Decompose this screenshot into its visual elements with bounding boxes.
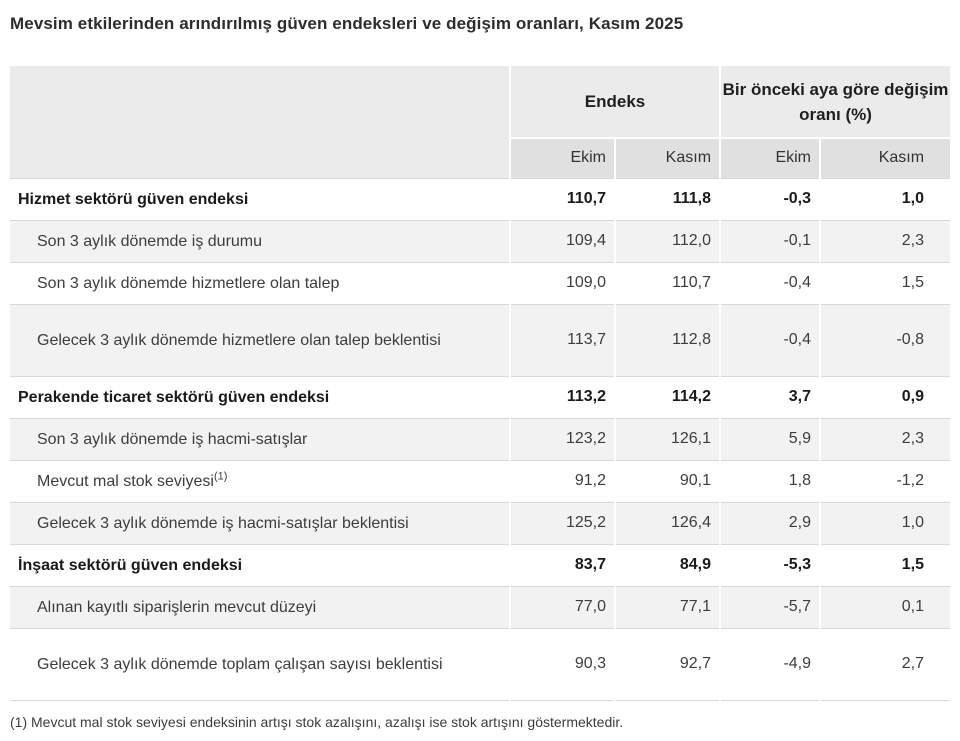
value-cell: 110,7 xyxy=(509,177,615,220)
footnote: (1) Mevcut mal stok seviyesi endeksinin … xyxy=(10,713,624,730)
table-row: Son 3 aylık dönemde hizmetlere olan tale… xyxy=(10,261,951,304)
value-cell: 83,7 xyxy=(509,543,615,586)
row-label: İnşaat sektörü güven endeksi xyxy=(10,543,510,586)
page-title: Mevsim etkilerinden arındırılmış güven e… xyxy=(10,14,684,33)
value-cell: 5,9 xyxy=(719,417,821,460)
table-body: Hizmet sektörü güven endeksi 110,7 111,8 -0… xyxy=(10,177,951,701)
value-cell: -0,4 xyxy=(719,303,821,376)
row-label: Mevcut mal stok seviyesi(1) xyxy=(10,459,510,502)
value-cell: 0,1 xyxy=(819,585,951,628)
value-cell: 126,4 xyxy=(613,501,721,544)
value-cell: 90,3 xyxy=(509,627,615,701)
value-cell: 90,1 xyxy=(613,459,721,502)
value-cell: 2,9 xyxy=(719,501,821,544)
value-cell: -0,4 xyxy=(719,261,821,304)
table-row: Hizmet sektörü güven endeksi 110,7 111,8 -0… xyxy=(10,177,951,220)
row-label: Son 3 aylık dönemde iş hacmi-satışlar xyxy=(10,417,510,460)
table-row: Mevcut mal stok seviyesi(1) 91,2 90,1 1,8 -1… xyxy=(10,459,951,502)
table-row: Perakende ticaret sektörü güven endeksi 1… xyxy=(10,375,951,418)
value-cell: 91,2 xyxy=(509,459,615,502)
value-cell: 109,0 xyxy=(509,261,615,304)
value-cell: 1,5 xyxy=(819,261,951,304)
header-month-row: Ekim Kasım Ekim Kasım xyxy=(10,137,951,178)
row-label: Son 3 aylık dönemde iş durumu xyxy=(10,219,510,262)
table-row: Son 3 aylık dönemde iş durumu 109,4 112,0-… xyxy=(10,219,951,262)
value-cell: 114,2 xyxy=(613,375,721,418)
value-cell: 0,9 xyxy=(819,375,951,418)
value-cell: 110,7 xyxy=(613,261,721,304)
table-row: Gelecek 3 aylık dönemde toplam çalışan s… xyxy=(10,627,951,701)
footnote-marker: (1) xyxy=(213,470,228,483)
confidence-index-table: Endeks Bir önceki aya göre değişim oranı… xyxy=(10,66,951,701)
value-cell: 125,2 xyxy=(509,501,615,544)
header-group-endeks: Endeks xyxy=(508,66,721,138)
value-cell: 113,7 xyxy=(509,303,615,376)
value-cell: -0,1 xyxy=(719,219,821,262)
value-cell: 1,0 xyxy=(819,501,951,544)
value-cell: 109,4 xyxy=(509,219,615,262)
value-cell: 1,0 xyxy=(819,177,951,220)
header-change-kasim: Kasım xyxy=(819,137,951,178)
value-cell: -0,3 xyxy=(719,177,821,220)
table-row: Gelecek 3 aylık dönemde iş hacmi-satışla… xyxy=(10,501,951,544)
value-cell: 77,1 xyxy=(613,585,721,628)
value-cell: 1,5 xyxy=(819,543,951,586)
value-cell: 2,3 xyxy=(819,219,951,262)
header-group-row: Endeks Bir önceki aya göre değişim oranı… xyxy=(10,66,951,178)
value-cell: -5,3 xyxy=(719,543,821,586)
header-change-ekim: Ekim xyxy=(719,137,821,178)
value-cell: 112,8 xyxy=(613,303,721,376)
row-label: Alınan kayıtlı siparişlerin mevcut düzey… xyxy=(10,585,510,628)
page: Mevsim etkilerinden arındırılmış güven e… xyxy=(0,14,960,741)
row-label: Son 3 aylık dönemde hizmetlere olan tale… xyxy=(10,261,510,304)
row-label: Gelecek 3 aylık dönemde hizmetlere olan … xyxy=(10,303,510,376)
value-cell: 111,8 xyxy=(613,177,721,220)
value-cell: -1,2 xyxy=(819,459,951,502)
table-row: Gelecek 3 aylık dönemde hizmetlere olan … xyxy=(10,303,951,376)
value-cell: 1,8 xyxy=(719,459,821,502)
table-row: Son 3 aylık dönemde iş hacmi-satışlar 123… xyxy=(10,417,951,460)
header-corner-cell xyxy=(10,66,510,178)
value-cell: 92,7 xyxy=(613,627,721,701)
value-cell: 3,7 xyxy=(719,375,821,418)
table-row: İnşaat sektörü güven endeksi 83,7 84,9 -5,3… xyxy=(10,543,951,586)
value-cell: 126,1 xyxy=(613,417,721,460)
value-cell: -0,8 xyxy=(819,303,951,376)
table-row: Alınan kayıtlı siparişlerin mevcut düzey… xyxy=(10,585,951,628)
value-cell: 2,3 xyxy=(819,417,951,460)
header-endeks-ekim: Ekim xyxy=(509,137,615,178)
value-cell: 112,0 xyxy=(613,219,721,262)
value-cell: -5,7 xyxy=(719,585,821,628)
row-label: Gelecek 3 aylık dönemde iş hacmi-satışla… xyxy=(10,501,510,544)
value-cell: 123,2 xyxy=(509,417,615,460)
row-label: Perakende ticaret sektörü güven endeksi xyxy=(10,375,510,418)
value-cell: 84,9 xyxy=(613,543,721,586)
value-cell: 113,2 xyxy=(509,375,615,418)
value-cell: -4,9 xyxy=(719,627,821,701)
table-header: Endeks Bir önceki aya göre değişim oranı… xyxy=(10,66,951,178)
row-label: Hizmet sektörü güven endeksi xyxy=(10,177,510,220)
header-endeks-kasim: Kasım xyxy=(613,137,721,178)
header-group-change-rate: Bir önceki aya göre değişim oranı (%) xyxy=(719,66,951,138)
value-cell: 77,0 xyxy=(509,585,615,628)
value-cell: 2,7 xyxy=(819,627,951,701)
row-label: Gelecek 3 aylık dönemde toplam çalışan s… xyxy=(10,627,510,701)
